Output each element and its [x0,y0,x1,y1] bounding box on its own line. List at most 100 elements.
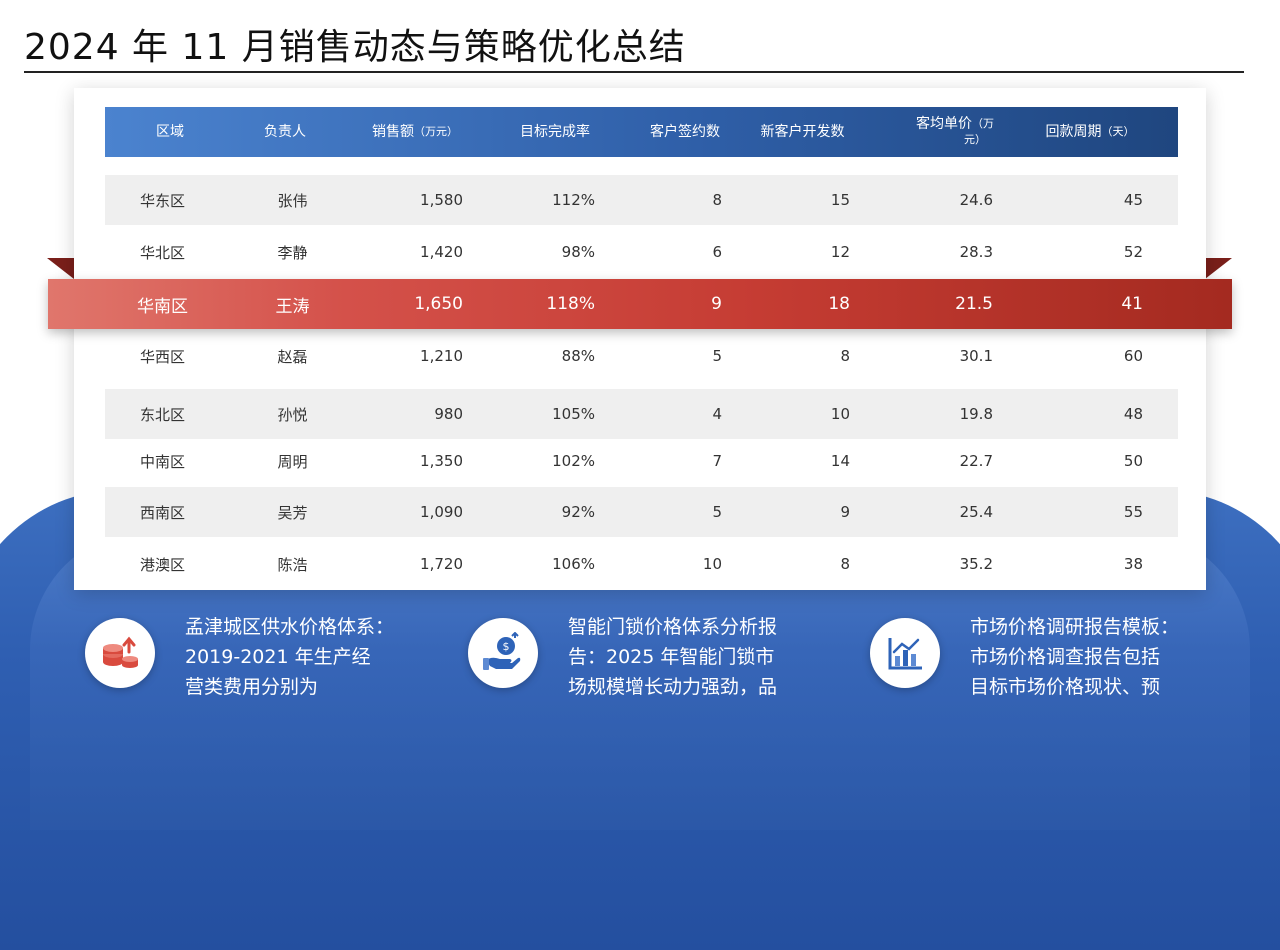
cell-new-clients: 8 [840,555,850,573]
cell-sales: 1,580 [420,191,463,209]
header-avg-price-unit-a: （万 [972,117,994,130]
cell-owner: 陈浩 [277,555,308,574]
header-signed: 客户签约数 [650,124,720,140]
cell-owner: 孙悦 [277,405,308,424]
cell-region: 华南区 [137,296,188,317]
cell-rate: 102% [552,452,595,470]
info-line: 智能门锁价格体系分析报 [568,616,778,638]
cell-new-clients: 18 [828,294,850,314]
cell-rate: 118% [546,294,595,314]
cell-signed: 7 [712,452,722,470]
info-text: 孟津城区供水价格体系： 2019-2021 年生产经 营类费用分别为 [185,612,425,702]
cell-rate: 112% [552,191,595,209]
info-text: 智能门锁价格体系分析报 告：2025 年智能门锁市 场规模增长动力强劲，品 [568,612,818,702]
page-title: 2024 年 11 月销售动态与策略优化总结 [24,27,686,68]
cell-avg-price: 30.1 [959,347,993,365]
cell-rate: 105% [552,405,595,423]
header-cycle: 回款周期 （天） [1025,107,1155,157]
cell-signed: 5 [712,347,722,365]
cell-sales: 1,650 [414,294,463,314]
header-sales-label: 销售额 [372,124,414,140]
cell-signed: 10 [702,555,722,573]
header-owner: 负责人 [264,124,306,140]
cell-cycle: 48 [1123,405,1143,423]
cell-region: 华东区 [139,191,185,210]
table-row: 华西区 赵磊 1,210 88% 5 8 30.1 60 [105,331,1178,381]
cell-avg-price: 19.8 [959,405,993,423]
cell-new-clients: 10 [830,405,850,423]
info-item-smart-lock[interactable]: $ 智能门锁价格体系分析报 告：2025 年智能门锁市 场规模增长动力强劲，品 [468,610,828,710]
header-avg-price: 客均单价 （万 元） [885,107,1025,157]
cell-owner: 吴芳 [277,503,308,522]
header-new-clients: 新客户开发数 [760,124,845,140]
cell-cycle: 38 [1123,555,1143,573]
header-region: 区域 [156,124,184,140]
cell-region: 中南区 [139,452,185,471]
info-line: 营类费用分别为 [185,676,319,698]
cell-cycle: 52 [1123,243,1143,261]
info-line: 孟津城区供水价格体系： [185,616,395,638]
cell-signed: 9 [711,294,722,314]
cell-owner: 张伟 [277,191,308,210]
cell-owner: 赵磊 [277,347,308,366]
header-sales-unit: （万元） [414,125,458,138]
cell-owner: 李静 [277,243,308,262]
cell-rate: 106% [552,555,595,573]
title-divider [24,71,1244,73]
cell-region: 西南区 [139,503,185,522]
cell-cycle: 55 [1123,503,1143,521]
cell-signed: 8 [712,191,722,209]
cell-sales: 1,720 [420,555,463,573]
info-line: 目标市场价格现状、预 [970,676,1161,698]
cell-new-clients: 12 [830,243,850,261]
cell-sales: 1,420 [420,243,463,261]
info-item-water-price[interactable]: 孟津城区供水价格体系： 2019-2021 年生产经 营类费用分别为 [85,610,425,710]
cell-new-clients: 8 [840,347,850,365]
bar-chart-icon [870,618,940,688]
cell-new-clients: 15 [830,191,850,209]
ribbon-fold-right [1205,258,1232,279]
cell-new-clients: 9 [840,503,850,521]
cell-sales: 1,210 [420,347,463,365]
cell-rate: 98% [561,243,595,261]
cell-region: 港澳区 [139,555,185,574]
cell-signed: 6 [712,243,722,261]
cell-signed: 4 [712,405,722,423]
cell-avg-price: 22.7 [959,452,993,470]
cell-avg-price: 28.3 [959,243,993,261]
info-line: 告：2025 年智能门锁市 [568,646,775,668]
cell-region: 华北区 [139,243,185,262]
header-cycle-label: 回款周期 [1045,124,1102,140]
cell-rate: 92% [561,503,595,521]
header-avg-price-unit-b: 元） [964,133,986,146]
header-target-rate: 目标完成率 [520,124,590,140]
cell-new-clients: 14 [830,452,850,470]
cell-sales: 1,350 [420,452,463,470]
cell-sales: 980 [434,405,463,423]
cell-owner: 周明 [277,452,308,471]
info-line: 市场价格调查报告包括 [970,646,1161,668]
svg-text:$: $ [503,640,510,653]
cell-owner: 王涛 [275,296,310,317]
cell-sales: 1,090 [420,503,463,521]
header-sales: 销售额 （万元） [345,107,485,157]
cell-cycle: 60 [1123,347,1143,365]
header-cycle-unit: （天） [1101,125,1135,138]
cell-avg-price: 35.2 [959,555,993,573]
cell-avg-price: 21.5 [955,294,993,314]
highlighted-row: 华南区 王涛 1,650 118% 9 18 21.5 41 [48,279,1232,329]
info-line: 市场价格调研报告模板： [970,616,1180,638]
cell-region: 华西区 [139,347,185,366]
cell-cycle: 41 [1121,294,1143,314]
cell-avg-price: 25.4 [959,503,993,521]
cell-rate: 88% [561,347,595,365]
table-row: 华北区 李静 1,420 98% 6 12 28.3 52 [105,227,1178,277]
info-text: 市场价格调研报告模板： 市场价格调查报告包括 目标市场价格现状、预 [970,612,1220,702]
info-item-market-report[interactable]: 市场价格调研报告模板： 市场价格调查报告包括 目标市场价格现状、预 [870,610,1230,710]
cell-cycle: 45 [1123,191,1143,209]
table-row: 华东区 张伟 1,580 112% 8 15 24.6 45 [105,175,1178,225]
table-row: 港澳区 陈浩 1,720 106% 10 8 35.2 38 [105,539,1178,589]
table-row: 东北区 孙悦 980 105% 4 10 19.8 48 [105,389,1178,439]
table-row: 中南区 周明 1,350 102% 7 14 22.7 50 [105,436,1178,486]
cell-cycle: 50 [1123,452,1143,470]
